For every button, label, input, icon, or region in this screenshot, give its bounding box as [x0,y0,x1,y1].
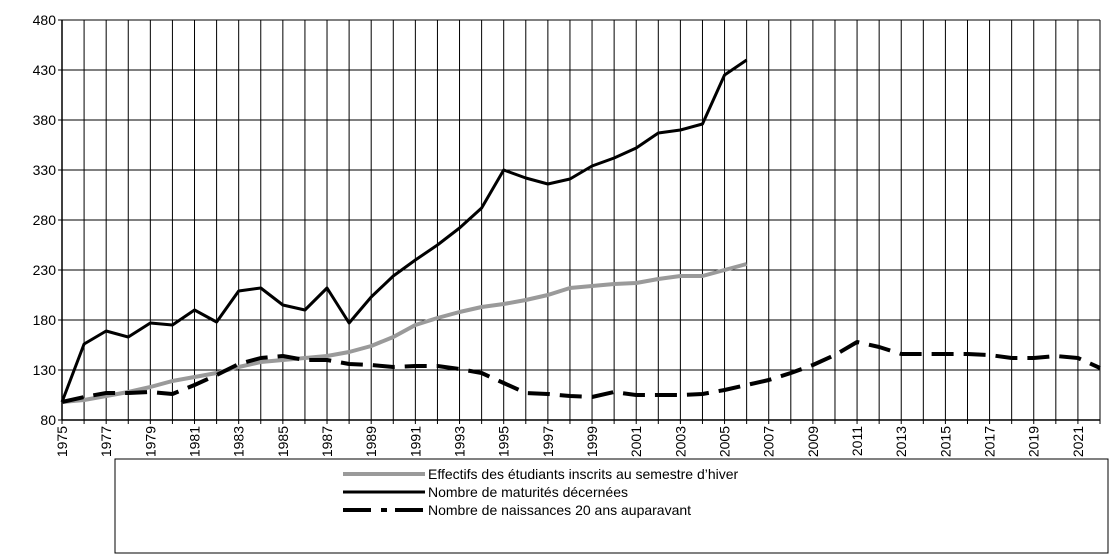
y-tick-label: 80 [40,412,56,428]
x-tick-label: 1981 [187,426,203,457]
x-tick-label: 1977 [98,426,114,457]
y-tick-label: 330 [33,162,57,178]
legend-label: Nombre de maturités décernées [428,484,628,500]
y-tick-label: 430 [33,62,57,78]
x-tick-label: 1997 [540,426,556,457]
x-tick-label: 1991 [407,426,423,457]
x-tick-label: 1993 [452,426,468,457]
y-tick-label: 130 [33,362,57,378]
x-tick-label: 1975 [54,426,70,457]
x-tick-label: 2011 [849,426,865,456]
legend-box [114,458,1109,554]
x-tick-label: 1989 [363,426,379,457]
x-tick-label: 2019 [1026,426,1042,457]
y-tick-label: 480 [33,12,57,28]
series-line [61,262,748,404]
y-tick-label: 280 [33,212,57,228]
x-tick-label: 2015 [937,426,953,457]
x-tick-label: 1987 [319,426,335,457]
x-tick-label: 2021 [1070,426,1086,457]
x-tick-label: 2007 [761,426,777,457]
legend-label: Effectifs des étudiants inscrits au seme… [428,466,739,482]
x-tick-label: 2001 [628,426,644,457]
series-line [60,58,748,403]
series-line [61,340,1101,404]
x-tick-label: 1999 [584,426,600,457]
y-tick-label: 180 [33,312,57,328]
x-tick-label: 1979 [142,426,158,457]
x-tick-label: 1995 [496,426,512,457]
x-tick-label: 2017 [982,426,998,457]
x-tick-label: 1983 [231,426,247,457]
x-tick-label: 2013 [893,426,909,457]
y-tick-label: 380 [33,112,57,128]
y-tick-label: 230 [33,262,57,278]
x-tick-label: 2003 [672,426,688,457]
legend-label: Nombre de naissances 20 ans auparavant [428,502,691,518]
x-tick-label: 1985 [275,426,291,457]
x-tick-label: 2009 [805,426,821,457]
x-tick-label: 2005 [717,426,733,457]
